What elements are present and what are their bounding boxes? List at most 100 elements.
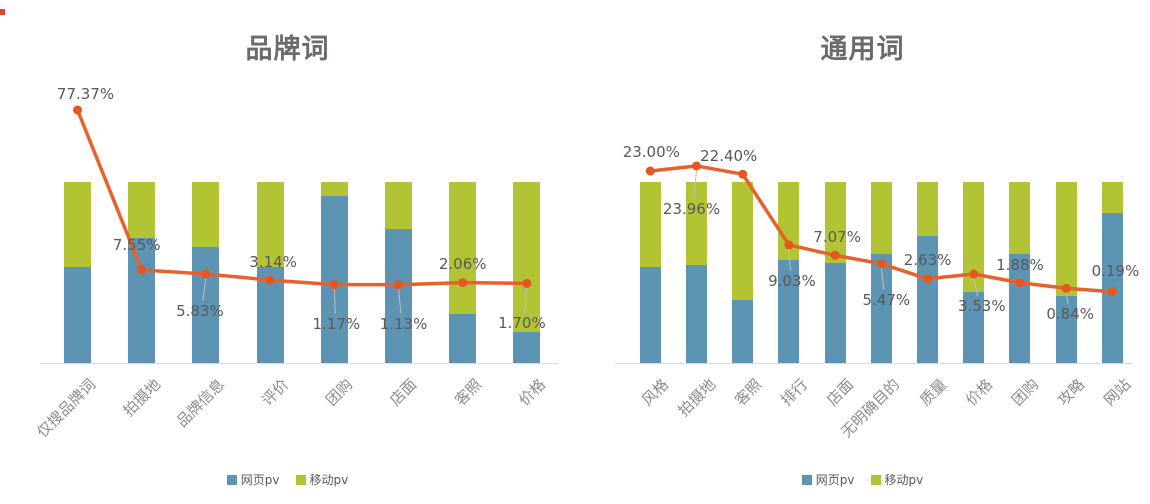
bar-segment-mobile-pv[interactable] <box>963 182 985 292</box>
line-marker[interactable] <box>784 240 794 250</box>
legend-item-web-pv[interactable]: 网页pv <box>226 471 280 488</box>
plot-area: 风格 拍摄地 客照 排行 店面 无明确目的 质量 价格 团购 攻略 网站 23.00% 23.96% 22… <box>575 0 1150 504</box>
label-leader-line <box>880 267 885 290</box>
bar-segment-mobile-pv[interactable] <box>192 182 220 247</box>
x-axis-line <box>615 363 1133 364</box>
line-marker[interactable] <box>969 269 979 279</box>
web-pv-swatch-icon <box>226 474 237 485</box>
label-leader-line <box>202 277 207 302</box>
web-pv-swatch-icon <box>801 474 812 485</box>
legend-label-mobile-pv: 移动pv <box>884 473 924 487</box>
trend-line-layer <box>73 105 532 314</box>
label-leader-line <box>398 288 402 314</box>
line-value-label: 23.96% <box>662 199 721 218</box>
bar-segment-web-pv[interactable] <box>449 314 477 363</box>
line-value-label: 1.13% <box>379 314 428 333</box>
line-value-label: 0.84% <box>1046 305 1095 324</box>
bar-segment-mobile-pv[interactable] <box>128 182 156 238</box>
bar-segment-mobile-pv[interactable] <box>824 182 846 263</box>
line-marker[interactable] <box>645 166 655 176</box>
legend: 网页pv 移动pv <box>0 471 575 488</box>
line-marker[interactable] <box>1107 287 1117 297</box>
bar-segment-mobile-pv[interactable] <box>732 182 754 300</box>
line-value-label: 1.88% <box>996 255 1044 274</box>
line-value-label: 9.03% <box>768 271 816 290</box>
line-value-label: 3.53% <box>957 297 1006 316</box>
bar-segment-web-pv[interactable] <box>385 229 412 363</box>
bar-segment-web-pv[interactable] <box>64 267 91 363</box>
corner-marker <box>0 9 5 15</box>
chart-title: 通用词 <box>820 34 905 65</box>
bar-segment-mobile-pv[interactable] <box>513 182 541 332</box>
line-marker[interactable] <box>73 105 82 115</box>
line-value-label: 2.63% <box>903 250 952 269</box>
line-value-label: 5.47% <box>862 290 911 309</box>
label-leader-line <box>693 169 698 199</box>
line-marker[interactable] <box>923 274 933 284</box>
line-marker[interactable] <box>137 265 147 275</box>
line-value-label: 7.55% <box>112 235 161 254</box>
bar-segment-web-pv[interactable] <box>778 260 800 363</box>
bar-segment-web-pv[interactable] <box>686 265 707 363</box>
label-leader-line <box>788 248 791 271</box>
trend-line-layer <box>645 161 1117 305</box>
line-marker[interactable] <box>265 275 275 285</box>
bar-segment-mobile-pv[interactable] <box>1055 182 1077 296</box>
bar-segment-mobile-pv[interactable] <box>870 182 892 254</box>
legend-label-web-pv: 网页pv <box>240 473 280 487</box>
bar-segment-web-pv[interactable] <box>192 247 220 363</box>
bar-segment-mobile-pv[interactable] <box>385 182 412 229</box>
line-marker[interactable] <box>876 259 886 269</box>
bar-segment-web-pv[interactable] <box>639 267 661 363</box>
line-value-label: 22.40% <box>700 147 758 166</box>
bar-segment-web-pv[interactable] <box>128 238 156 363</box>
bar-segment-mobile-pv[interactable] <box>256 182 284 267</box>
line-marker[interactable] <box>201 269 211 279</box>
line-value-label: 77.37% <box>56 84 115 103</box>
chart-title: 品牌词 <box>245 34 330 65</box>
label-leader-line <box>333 288 336 314</box>
line-marker[interactable] <box>1061 283 1071 293</box>
bar-segment-mobile-pv[interactable] <box>64 182 91 267</box>
line-value-label: 7.07% <box>813 228 861 247</box>
bar-segment-web-pv[interactable] <box>824 263 846 363</box>
legend-label-mobile-pv: 移动pv <box>309 473 349 487</box>
legend-item-web-pv[interactable]: 网页pv <box>801 471 855 488</box>
bar-segment-web-pv[interactable] <box>963 292 985 363</box>
legend: 网页pv 移动pv <box>575 471 1150 488</box>
legend-label-web-pv: 网页pv <box>815 473 855 487</box>
bar-segment-mobile-pv[interactable] <box>1009 182 1031 254</box>
plot-area: 仅搜品牌词 拍摄地 品牌信息 评价 团购 店面 客照 价格 77.37% 7.55% 5.83% 3.… <box>34 84 549 441</box>
line-marker[interactable] <box>738 169 748 179</box>
line-value-label: 1.70% <box>498 314 546 333</box>
line-marker[interactable] <box>329 280 339 290</box>
bar-segment-mobile-pv[interactable] <box>778 182 800 260</box>
x-axis-line <box>40 363 558 364</box>
trend-line <box>75 108 529 287</box>
line-marker[interactable] <box>458 278 468 288</box>
legend-item-mobile-pv[interactable]: 移动pv <box>870 471 924 488</box>
bar-segment-mobile-pv[interactable] <box>320 182 348 196</box>
bar-segment-mobile-pv[interactable] <box>639 182 661 267</box>
bar-segment-web-pv[interactable] <box>917 236 939 363</box>
bar-segment-web-pv[interactable] <box>513 332 541 363</box>
label-leader-line <box>523 287 528 314</box>
legend-item-mobile-pv[interactable]: 移动pv <box>295 471 349 488</box>
bar-segment-mobile-pv[interactable] <box>917 182 939 236</box>
label-leader-line <box>973 277 979 297</box>
line-value-label: 2.06% <box>438 254 487 273</box>
bar-segment-web-pv[interactable] <box>870 254 892 363</box>
bar-segment-mobile-pv[interactable] <box>686 182 707 265</box>
bar-segment-mobile-pv[interactable] <box>1101 182 1123 213</box>
bar-segment-web-pv[interactable] <box>1055 296 1077 363</box>
line-marker[interactable] <box>830 250 840 260</box>
line-marker[interactable] <box>692 161 702 171</box>
line-marker[interactable] <box>394 280 403 290</box>
line-marker[interactable] <box>1015 278 1025 288</box>
generic-words-chart: 通用词 风格 拍摄地 客照 排行 店面 无明确目的 质量 价格 团购 攻略 网站 23.00% 23.9… <box>575 0 1150 504</box>
bar-segment-web-pv[interactable] <box>732 300 754 363</box>
bar-segment-web-pv[interactable] <box>320 196 348 363</box>
line-marker[interactable] <box>522 278 532 288</box>
line-value-label: 23.00% <box>622 143 680 162</box>
bar-segment-mobile-pv[interactable] <box>449 182 477 314</box>
